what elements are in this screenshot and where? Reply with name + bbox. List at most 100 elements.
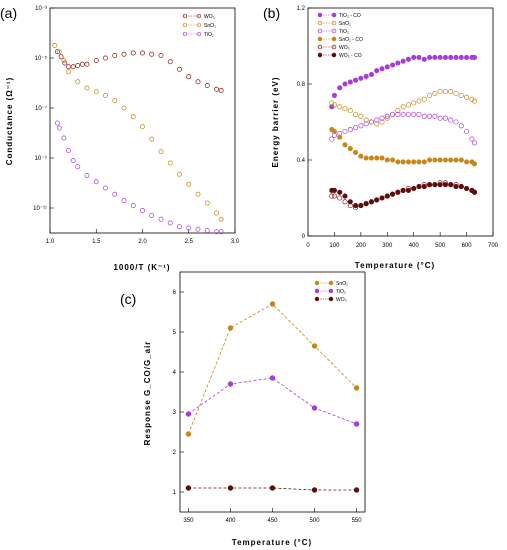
data-point-b — [374, 197, 380, 203]
data-point-b — [363, 73, 369, 79]
data-point-b — [453, 184, 459, 190]
data-point-a — [84, 85, 90, 91]
data-point-a — [158, 149, 164, 155]
data-point-b — [464, 54, 470, 60]
data-point-a — [84, 173, 90, 178]
legend-marker — [328, 296, 334, 302]
data-point-b — [337, 189, 343, 195]
plot-frame-a — [49, 7, 236, 234]
data-point-b — [432, 113, 438, 119]
data-point-b — [384, 115, 390, 121]
data-point-b — [390, 157, 396, 163]
data-point-c — [311, 487, 318, 493]
data-point-b — [395, 189, 401, 195]
data-point-b — [390, 111, 396, 117]
data-point-a — [214, 210, 219, 216]
y-tick-label-b: 0.4 — [297, 158, 306, 164]
data-point-a — [195, 226, 201, 232]
data-point-a — [140, 208, 145, 213]
data-point-c — [227, 381, 234, 387]
data-point-b — [390, 191, 396, 197]
data-point-a — [84, 61, 90, 67]
data-point-a — [103, 185, 108, 191]
data-point-b — [453, 90, 459, 97]
legend-marker — [182, 31, 188, 37]
legend-label: SnO₂ — [336, 281, 348, 287]
legend-label: WO₃ — [204, 14, 215, 20]
x-tick-label-c: 400 — [225, 518, 236, 524]
data-point-b — [471, 161, 478, 167]
data-point-b — [331, 187, 337, 193]
y-tick-label-b: 1.2 — [297, 6, 306, 12]
x-tick-label-b: 100 — [329, 243, 340, 249]
data-point-b — [458, 54, 464, 60]
data-point-c — [353, 385, 360, 391]
data-point-b — [379, 155, 385, 161]
legend-marker — [314, 296, 320, 302]
legend-label: TiO₂ — [204, 32, 214, 38]
data-point-b — [427, 113, 433, 119]
data-point-a — [93, 58, 99, 63]
panel-label-a: (a) — [0, 5, 17, 21]
data-point-a — [54, 49, 60, 55]
data-point-b — [379, 195, 385, 201]
data-point-b — [331, 193, 337, 199]
data-point-b — [421, 56, 427, 62]
data-point-c — [269, 375, 276, 381]
data-point-a — [204, 228, 210, 233]
data-point-b — [384, 113, 390, 119]
data-point-b — [379, 66, 385, 72]
data-point-b — [395, 159, 401, 165]
legend-marker — [331, 36, 337, 42]
data-point-a — [214, 86, 219, 92]
data-point-b — [368, 155, 374, 161]
data-point-b — [379, 119, 385, 125]
data-point-c — [227, 485, 234, 491]
data-point-b — [437, 54, 443, 60]
data-point-b — [342, 81, 348, 87]
legend-marker — [196, 31, 202, 37]
panel-label-c: (c) — [120, 291, 136, 307]
data-point-b — [353, 203, 359, 209]
data-point-c — [269, 301, 276, 307]
x-tick-label-b: 300 — [382, 243, 393, 249]
data-point-b — [384, 64, 390, 70]
data-point-b — [337, 104, 343, 110]
y-tick-label-b: 0.8 — [297, 82, 306, 88]
legend-label: SnO₂ — [339, 21, 351, 27]
legend-marker — [314, 288, 320, 294]
data-point-a — [167, 220, 173, 226]
data-point-a — [177, 66, 182, 72]
x-tick-label-c: 450 — [267, 518, 278, 524]
legend-a: WO₃ SnO₂ TiO₂ — [182, 13, 216, 38]
x-tick-label-c: 500 — [310, 518, 321, 524]
data-point-a — [214, 229, 219, 235]
y-tick-label-c: 3 — [173, 410, 177, 416]
data-point-a — [56, 49, 62, 55]
data-point-a — [218, 216, 224, 222]
data-point-b — [448, 157, 454, 163]
series-line-c — [188, 377, 357, 425]
data-point-b — [464, 185, 470, 192]
data-point-a — [61, 135, 67, 141]
data-point-b — [374, 155, 380, 161]
data-point-a — [167, 59, 173, 65]
data-point-a — [121, 51, 127, 57]
y-tick-label-c: 6 — [173, 290, 177, 296]
legend-marker — [331, 44, 337, 50]
data-point-b — [384, 193, 390, 199]
legend-marker — [314, 280, 320, 286]
data-point-a — [75, 79, 81, 85]
legend-label: WO₃ - CO — [339, 53, 362, 59]
data-point-b — [421, 159, 427, 165]
x-axis-title-c: Temperature (°C) — [232, 538, 312, 547]
data-point-b — [379, 115, 385, 121]
data-point-b — [442, 182, 448, 188]
data-point-a — [130, 114, 136, 120]
data-point-b — [427, 92, 433, 98]
data-point-a — [121, 198, 127, 203]
x-tick-label-a: 2.5 — [185, 239, 194, 245]
data-point-b — [416, 54, 422, 60]
data-point-b — [464, 159, 470, 165]
data-point-b — [331, 92, 337, 98]
